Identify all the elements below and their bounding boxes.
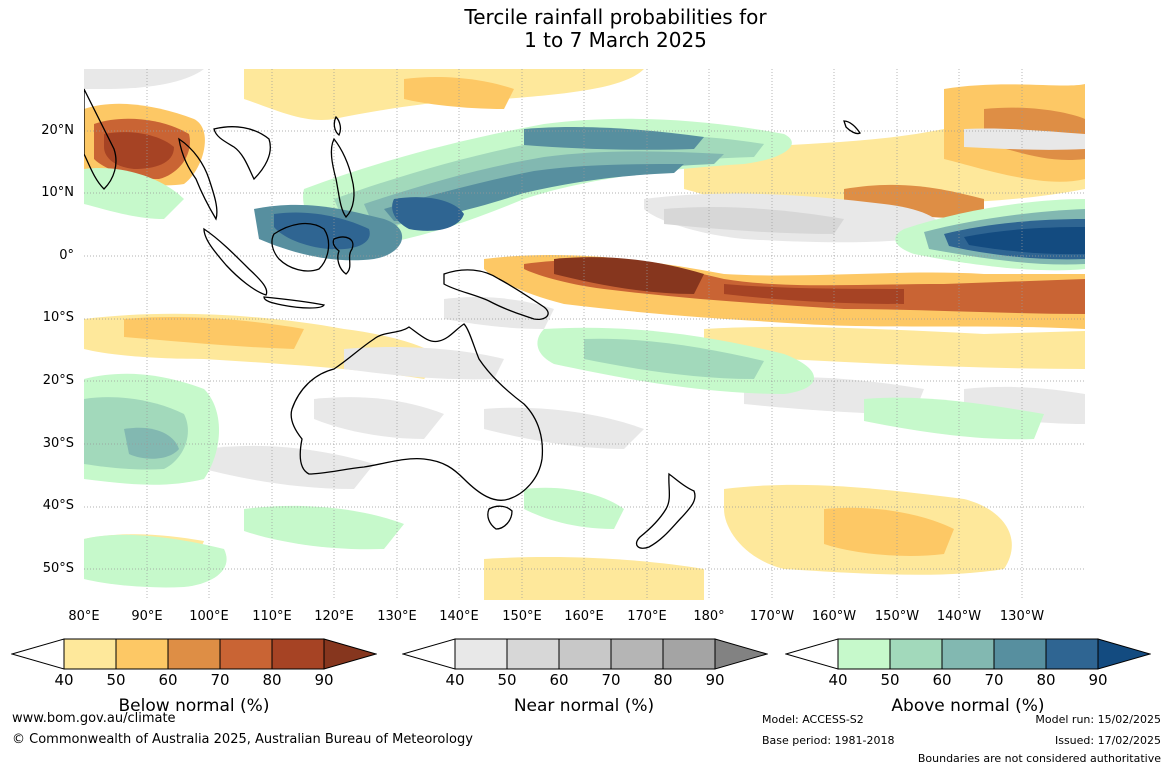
colorbar-tick: 40: [54, 671, 74, 689]
lat-label: 10°S: [42, 310, 74, 325]
below-normal-label: Below normal (%): [118, 696, 270, 716]
near-normal-regions: [84, 69, 1085, 489]
lon-label: 130°W: [999, 609, 1045, 624]
lon-label: 140°W: [936, 609, 982, 624]
model-text: Model: ACCESS-S2: [762, 713, 864, 726]
coastlines: [84, 88, 861, 549]
lon-label: 110°E: [252, 609, 292, 624]
near-normal-label: Near normal (%): [513, 696, 655, 716]
rainfall-probability-map: [84, 69, 1085, 600]
colorbar-tick: 70: [984, 671, 1004, 689]
colorbar-tick: 60: [549, 671, 569, 689]
borneo-coastline: [271, 222, 330, 272]
lon-label: 150°E: [502, 609, 542, 624]
issued-text: Issued: 17/02/2025: [1054, 734, 1161, 747]
colorbar-tick: 40: [445, 671, 465, 689]
colorbar-tick: 40: [828, 671, 848, 689]
lat-label: 30°S: [42, 436, 74, 451]
colorbar-tick: 90: [314, 671, 334, 689]
lon-label: 120°E: [314, 609, 354, 624]
colorbar-tick: 80: [1036, 671, 1056, 689]
colorbar-tick: 80: [262, 671, 282, 689]
bom-url: www.bom.gov.au/climate: [12, 711, 176, 726]
lon-label: 140°E: [439, 609, 479, 624]
below-normal-colorbar: [11, 638, 377, 670]
india-coastline: [84, 88, 117, 190]
graticule: [84, 69, 1085, 600]
tasmania-coastline: [487, 505, 513, 530]
lon-label: 160°W: [811, 609, 857, 624]
lon-label: 80°E: [68, 609, 100, 624]
lon-label: 130°E: [377, 609, 417, 624]
new-zealand-coastline: [635, 472, 696, 549]
disclaimer-text: Boundaries are not considered authoritat…: [917, 752, 1161, 765]
above-normal-regions: [84, 118, 1085, 588]
colorbar-tick: 90: [1088, 671, 1108, 689]
lat-label: 20°S: [42, 373, 74, 388]
map-title-line2: 1 to 7 March 2025: [524, 28, 707, 52]
new-guinea-coastline: [443, 269, 549, 321]
colorbar-tick: 90: [705, 671, 725, 689]
lat-label: 40°S: [42, 498, 74, 513]
copyright-text: © Commonwealth of Australia 2025, Austra…: [12, 732, 473, 747]
base-period-text: Base period: 1981-2018: [762, 734, 895, 747]
lon-label: 90°E: [131, 609, 163, 624]
lat-label: 50°S: [42, 561, 74, 576]
model-run-text: Model run: 15/02/2025: [1035, 713, 1161, 726]
philippines-coastline: [330, 137, 355, 218]
taiwan-coastline: [333, 115, 342, 137]
lat-label: 10°N: [41, 185, 74, 200]
lon-label: 150°W: [874, 609, 920, 624]
java-coastline: [263, 296, 325, 309]
lon-label: 170°W: [749, 609, 795, 624]
sumatra-coastline: [203, 227, 268, 296]
colorbar-tick: 60: [158, 671, 178, 689]
lon-label: 170°E: [627, 609, 667, 624]
colorbar-tick: 50: [497, 671, 517, 689]
australia-coastline: [290, 323, 544, 501]
sulawesi-coastline: [332, 236, 354, 275]
lat-label: 20°N: [41, 123, 74, 138]
colorbar-tick: 70: [601, 671, 621, 689]
lat-label: 0°: [59, 248, 74, 263]
lon-label: 180°: [693, 609, 725, 624]
near-normal-colorbar: [402, 638, 768, 670]
southeast-asia-coastline: [178, 126, 271, 221]
above-normal-label: Above normal (%): [891, 696, 1045, 716]
lon-label: 160°E: [564, 609, 604, 624]
map-title-line1: Tercile rainfall probabilities for: [464, 5, 767, 29]
colorbar-tick: 50: [880, 671, 900, 689]
colorbar-tick: 50: [106, 671, 126, 689]
lon-label: 100°E: [189, 609, 229, 624]
colorbar-tick: 60: [932, 671, 952, 689]
hawaii-coastline: [843, 120, 861, 135]
colorbar-tick: 80: [653, 671, 673, 689]
colorbar-tick: 70: [210, 671, 230, 689]
map-canvas: [84, 69, 1085, 600]
above-normal-colorbar: [785, 638, 1151, 670]
